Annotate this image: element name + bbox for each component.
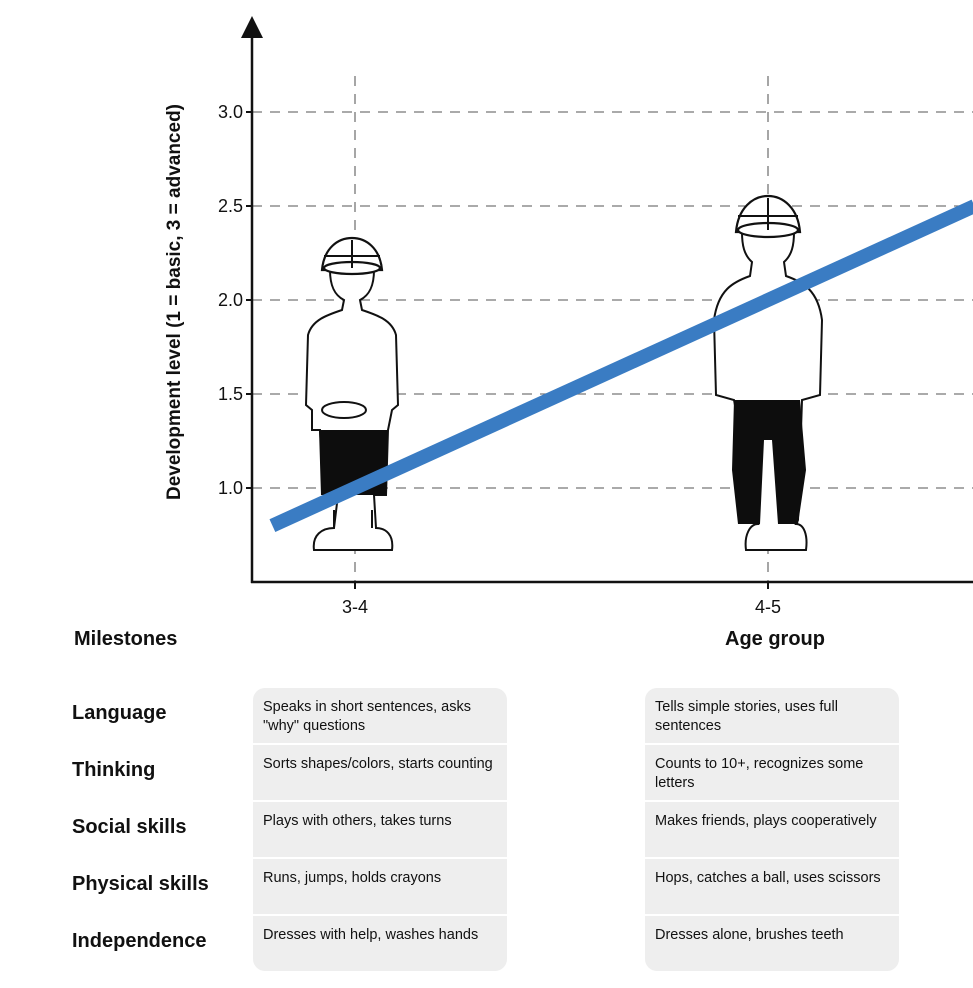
milestone-label: Independence: [72, 930, 207, 952]
milestone-cell-col2: Hops, catches a ball, uses scissors: [645, 859, 899, 914]
milestones-heading: Milestones: [74, 628, 178, 650]
milestone-label: Physical skills: [72, 873, 209, 895]
milestone-label: Language: [72, 702, 167, 724]
y-axis-label: Development level (1 = basic, 3 = advanc…: [164, 104, 185, 501]
y-tick-label: 1.5: [218, 384, 243, 404]
milestone-cell-col2: Counts to 10+, recognizes some letters: [645, 745, 899, 800]
milestone-label: Social skills: [72, 816, 187, 838]
x-tick-label: 4-5: [755, 597, 781, 617]
milestone-cell-col1: Speaks in short sentences, asks "why" qu…: [253, 688, 507, 743]
milestone-cell-col2: Tells simple stories, uses full sentence…: [645, 688, 899, 743]
milestone-cell-col2: Dresses alone, brushes teeth: [645, 916, 899, 971]
series-layer: [269, 199, 973, 532]
y-tick-label: 1.0: [218, 478, 243, 498]
tick-labels: 1.0 1.5 2.0 2.5 3.0 3-4 4-5: [218, 102, 781, 617]
milestone-cell-col1: Plays with others, takes turns: [253, 802, 507, 857]
x-tick-label: 3-4: [342, 597, 368, 617]
milestone-cell-col1: Runs, jumps, holds crayons: [253, 859, 507, 914]
chart-area: 1.0 1.5 2.0 2.5 3.0 3-4 4-5: [218, 16, 973, 617]
x-axis-label: Age group: [725, 628, 825, 650]
y-tick-label: 2.5: [218, 196, 243, 216]
milestone-cell-col1: Dresses with help, washes hands: [253, 916, 507, 971]
axes: [241, 16, 973, 584]
trend-line: [269, 199, 973, 532]
y-tick-label: 2.0: [218, 290, 243, 310]
child-figure-4-5-icon: [712, 194, 824, 551]
y-axis-arrow-icon: [241, 16, 263, 38]
milestone-cell-col2: Makes friends, plays cooperatively: [645, 802, 899, 857]
y-tick-label: 3.0: [218, 102, 243, 122]
milestone-cell-col1: Sorts shapes/colors, starts counting: [253, 745, 507, 800]
milestone-label: Thinking: [72, 759, 156, 781]
